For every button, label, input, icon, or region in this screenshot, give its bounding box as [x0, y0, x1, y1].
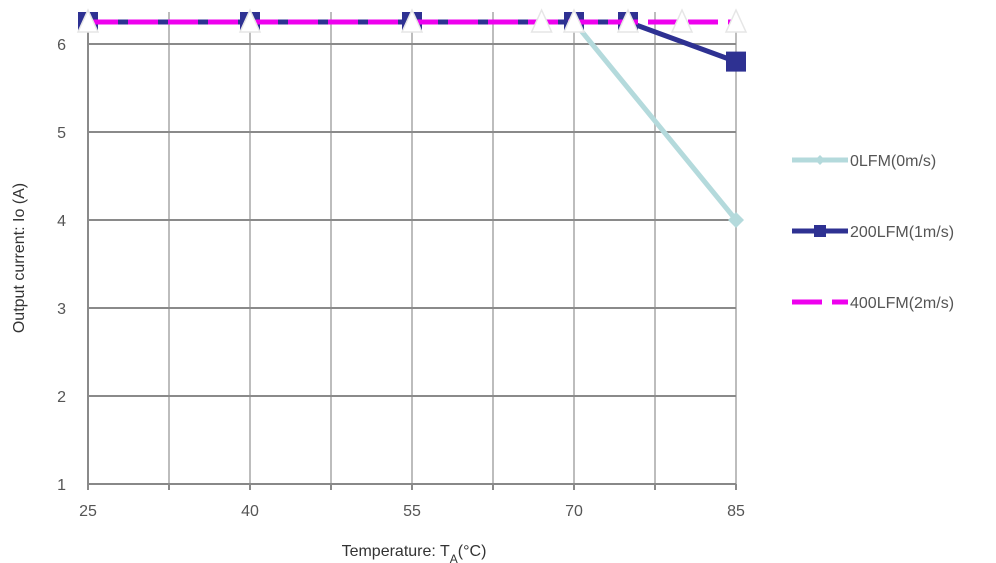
y-tick-label: 1	[57, 477, 66, 494]
legend-swatch-marker	[815, 155, 825, 165]
data-point	[238, 8, 262, 33]
x-axis-title-subscript: A	[450, 552, 458, 563]
y-tick-label: 2	[57, 389, 66, 406]
legend-swatch-marker	[814, 225, 826, 237]
data-point	[76, 8, 100, 33]
data-point	[400, 8, 424, 33]
series-layer	[76, 8, 748, 228]
x-tick-label: 55	[403, 503, 421, 520]
x-tick-label: 70	[565, 503, 583, 520]
x-axis-title-main: Temperature: T	[342, 543, 450, 560]
legend: 0LFM(0m/s) 200LFM(1m/s) 400LFM(2m/s)	[792, 153, 954, 312]
legend-label: 0LFM(0m/s)	[850, 153, 936, 170]
series-2	[76, 8, 748, 33]
legend-item: 200LFM(1m/s)	[792, 224, 954, 241]
legend-label: 400LFM(2m/s)	[850, 295, 954, 312]
grid-lines	[87, 12, 737, 490]
data-point	[530, 8, 553, 33]
legend-label: 200LFM(1m/s)	[850, 224, 954, 241]
data-point	[724, 8, 748, 33]
x-tick-label: 25	[79, 503, 97, 520]
data-point	[562, 8, 586, 33]
tick-labels: 25 40 55 70 85 1 2 3 4 5 6	[57, 37, 745, 520]
data-point	[670, 8, 694, 33]
y-tick-label: 3	[57, 301, 66, 318]
y-axis-title: Output current: Io (A)	[11, 183, 28, 333]
y-tick-label: 5	[57, 125, 66, 142]
x-axis-title: Temperature: TA(°C)	[342, 543, 487, 563]
legend-item: 400LFM(2m/s)	[792, 295, 954, 312]
x-axis-title-unit: (°C)	[458, 543, 487, 560]
data-point	[726, 51, 746, 72]
data-point	[728, 212, 744, 228]
x-tick-label: 85	[727, 503, 745, 520]
y-tick-label: 4	[57, 213, 66, 230]
x-tick-label: 40	[241, 503, 259, 520]
y-tick-label: 6	[57, 37, 66, 54]
data-point	[616, 8, 640, 33]
legend-item: 0LFM(0m/s)	[792, 153, 936, 170]
